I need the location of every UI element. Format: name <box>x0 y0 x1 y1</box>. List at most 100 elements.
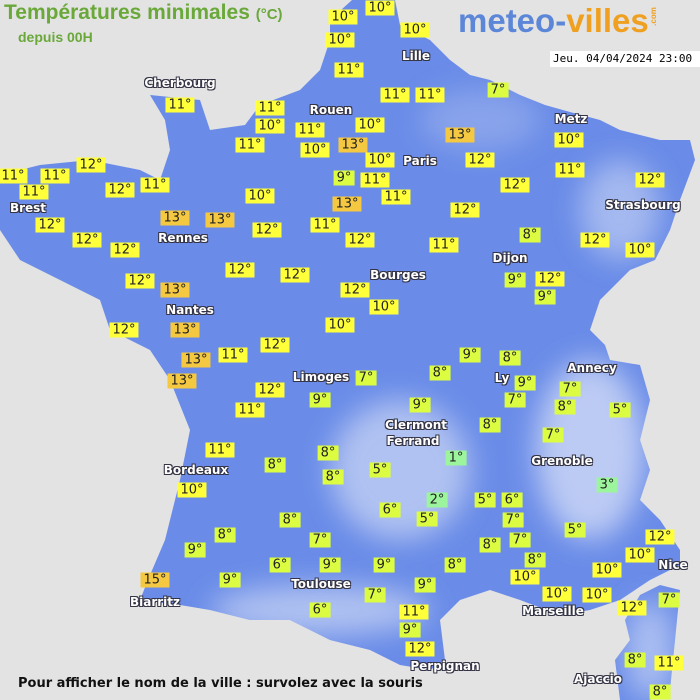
temperature-marker[interactable]: 8° <box>479 537 501 553</box>
temperature-marker[interactable]: 12° <box>225 262 255 278</box>
temperature-marker[interactable]: 11° <box>380 87 410 103</box>
temperature-marker[interactable]: 9° <box>399 622 421 638</box>
temperature-marker[interactable]: 12° <box>645 529 675 545</box>
temperature-marker[interactable]: 6° <box>269 557 291 573</box>
temperature-marker[interactable]: 10° <box>592 562 622 578</box>
temperature-marker[interactable]: 10° <box>542 586 572 602</box>
temperature-marker[interactable]: 11° <box>654 655 684 671</box>
temperature-marker[interactable]: 12° <box>617 600 647 616</box>
temperature-marker[interactable]: 12° <box>260 337 290 353</box>
temperature-marker[interactable]: 7° <box>487 82 509 98</box>
temperature-marker[interactable]: 10° <box>355 117 385 133</box>
temperature-marker[interactable]: 11° <box>255 100 285 116</box>
temperature-marker[interactable]: 11° <box>295 122 325 138</box>
temperature-marker[interactable]: 11° <box>360 172 390 188</box>
temperature-marker[interactable]: 11° <box>218 347 248 363</box>
temperature-marker[interactable]: 5° <box>369 462 391 478</box>
temperature-marker[interactable]: 10° <box>365 152 395 168</box>
temperature-marker[interactable]: 8° <box>499 350 521 366</box>
temperature-marker[interactable]: 11° <box>235 402 265 418</box>
temperature-marker[interactable]: 12° <box>252 222 282 238</box>
temperature-marker[interactable]: 13° <box>160 210 190 226</box>
temperature-marker[interactable]: 11° <box>415 87 445 103</box>
temperature-marker[interactable]: 11° <box>165 97 195 113</box>
temperature-marker[interactable]: 12° <box>535 271 565 287</box>
temperature-marker[interactable]: 9° <box>409 397 431 413</box>
temperature-marker[interactable]: 12° <box>340 282 370 298</box>
temperature-marker[interactable]: 9° <box>219 572 241 588</box>
temperature-marker[interactable]: 12° <box>465 152 495 168</box>
temperature-marker[interactable]: 13° <box>332 196 362 212</box>
temperature-marker[interactable]: 10° <box>510 569 540 585</box>
temperature-marker[interactable]: 8° <box>444 557 466 573</box>
temperature-marker[interactable]: 9° <box>459 347 481 363</box>
temperature-marker[interactable]: 11° <box>19 184 49 200</box>
temperature-marker[interactable]: 6° <box>309 602 331 618</box>
temperature-marker[interactable]: 3° <box>596 477 618 493</box>
temperature-marker[interactable]: 11° <box>310 217 340 233</box>
temperature-marker[interactable]: 13° <box>160 282 190 298</box>
temperature-marker[interactable]: 12° <box>280 267 310 283</box>
temperature-marker[interactable]: 13° <box>205 212 235 228</box>
temperature-marker[interactable]: 9° <box>333 170 355 186</box>
temperature-marker[interactable]: 7° <box>509 532 531 548</box>
temperature-marker[interactable]: 11° <box>381 189 411 205</box>
temperature-marker[interactable]: 10° <box>245 188 275 204</box>
temperature-marker[interactable]: 11° <box>40 168 70 184</box>
temperature-marker[interactable]: 9° <box>414 577 436 593</box>
temperature-marker[interactable]: 8° <box>279 512 301 528</box>
temperature-marker[interactable]: 8° <box>322 469 344 485</box>
temperature-marker[interactable]: 8° <box>519 227 541 243</box>
temperature-marker[interactable]: 11° <box>399 604 429 620</box>
temperature-marker[interactable]: 8° <box>214 527 236 543</box>
temperature-marker[interactable]: 7° <box>309 532 331 548</box>
temperature-marker[interactable]: 12° <box>105 182 135 198</box>
temperature-marker[interactable]: 10° <box>400 22 430 38</box>
temperature-marker[interactable]: 9° <box>319 557 341 573</box>
temperature-marker[interactable]: 7° <box>504 392 526 408</box>
temperature-marker[interactable]: 10° <box>625 242 655 258</box>
temperature-marker[interactable]: 8° <box>649 684 671 700</box>
temperature-marker[interactable]: 8° <box>264 457 286 473</box>
temperature-marker[interactable]: 9° <box>309 392 331 408</box>
temperature-marker[interactable]: 5° <box>474 492 496 508</box>
temperature-marker[interactable]: 8° <box>479 417 501 433</box>
temperature-marker[interactable]: 12° <box>580 232 610 248</box>
temperature-marker[interactable]: 12° <box>635 172 665 188</box>
temperature-marker[interactable]: 10° <box>554 132 584 148</box>
temperature-marker[interactable]: 15° <box>140 572 170 588</box>
temperature-marker[interactable]: 7° <box>355 370 377 386</box>
temperature-marker[interactable]: 7° <box>559 381 581 397</box>
temperature-marker[interactable]: 8° <box>554 399 576 415</box>
temperature-marker[interactable]: 12° <box>405 641 435 657</box>
temperature-marker[interactable]: 10° <box>255 118 285 134</box>
temperature-marker[interactable]: 8° <box>524 552 546 568</box>
temperature-marker[interactable]: 11° <box>235 137 265 153</box>
temperature-marker[interactable]: 8° <box>429 365 451 381</box>
temperature-marker[interactable]: 1° <box>445 450 467 466</box>
temperature-marker[interactable]: 12° <box>35 217 65 233</box>
temperature-marker[interactable]: 7° <box>542 427 564 443</box>
temperature-marker[interactable]: 6° <box>501 492 523 508</box>
temperature-marker[interactable]: 9° <box>504 272 526 288</box>
temperature-marker[interactable]: 9° <box>373 557 395 573</box>
temperature-marker[interactable]: 9° <box>534 289 556 305</box>
temperature-marker[interactable]: 12° <box>109 322 139 338</box>
temperature-marker[interactable]: 12° <box>72 232 102 248</box>
temperature-marker[interactable]: 10° <box>365 0 395 16</box>
temperature-marker[interactable]: 6° <box>379 502 401 518</box>
temperature-marker[interactable]: 11° <box>555 162 585 178</box>
temperature-marker[interactable]: 10° <box>325 32 355 48</box>
temperature-marker[interactable]: 8° <box>317 445 339 461</box>
temperature-marker[interactable]: 10° <box>625 547 655 563</box>
temperature-marker[interactable]: 10° <box>177 482 207 498</box>
temperature-marker[interactable]: 13° <box>338 137 368 153</box>
temperature-marker[interactable]: 12° <box>255 382 285 398</box>
temperature-marker[interactable]: 11° <box>0 168 28 184</box>
temperature-marker[interactable]: 12° <box>76 157 106 173</box>
temperature-marker[interactable]: 13° <box>445 127 475 143</box>
temperature-marker[interactable]: 11° <box>334 62 364 78</box>
temperature-marker[interactable]: 10° <box>328 9 358 25</box>
meteo-villes-logo[interactable]: meteo-villes .com <box>458 2 658 40</box>
temperature-marker[interactable]: 9° <box>184 542 206 558</box>
